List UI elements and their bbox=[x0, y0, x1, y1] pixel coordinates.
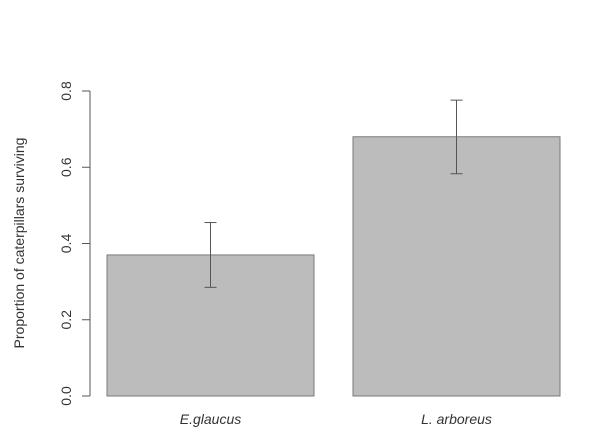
bars bbox=[106, 136, 561, 397]
y-axis: 0.0 0.2 0.4 0.6 0.8 bbox=[58, 81, 91, 406]
x-axis-labels: E.glaucus L. arboreus bbox=[180, 411, 492, 427]
x-category-label: E.glaucus bbox=[180, 411, 241, 427]
y-tick-label: 0.0 bbox=[58, 386, 74, 406]
bar-l-arboreus bbox=[352, 136, 561, 397]
y-tick-label: 0.6 bbox=[58, 157, 74, 177]
error-bars bbox=[204, 99, 463, 288]
x-category-label: L. arboreus bbox=[421, 411, 492, 427]
y-axis-title: Proportion of caterpillars surviving bbox=[11, 138, 27, 349]
y-tick-label: 0.2 bbox=[58, 310, 74, 330]
y-tick-label: 0.4 bbox=[58, 234, 74, 254]
y-tick-label: 0.8 bbox=[58, 81, 74, 101]
